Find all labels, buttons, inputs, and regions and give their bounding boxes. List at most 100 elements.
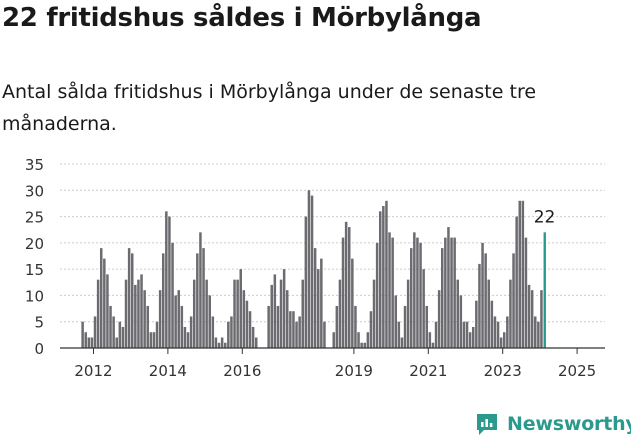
bar (493, 316, 497, 348)
bar (304, 216, 308, 348)
bar (146, 305, 149, 348)
x-tick-label: 2012 (74, 362, 112, 380)
bar (134, 284, 137, 348)
bar (109, 305, 112, 348)
bar (208, 295, 211, 348)
bar (205, 279, 208, 348)
y-tick-label: 15 (25, 261, 44, 279)
bar (338, 279, 342, 348)
bar (524, 237, 528, 348)
bar (177, 290, 180, 348)
bar (183, 326, 187, 348)
bar (332, 332, 335, 348)
bar (155, 321, 159, 348)
bar (137, 279, 140, 348)
bar (295, 321, 298, 348)
bar (335, 305, 339, 348)
y-tick-labels: 0 5 10 15 20 25 30 35 (25, 156, 44, 358)
bar (530, 290, 534, 348)
bar (372, 279, 376, 348)
bar (223, 342, 227, 348)
bar (502, 332, 506, 348)
bar (307, 190, 311, 348)
bar (220, 337, 224, 348)
bar (403, 305, 407, 348)
y-tick-label: 25 (25, 209, 44, 227)
bars (81, 190, 546, 348)
x-tick-label: 2019 (335, 362, 373, 380)
bar (512, 253, 515, 348)
bar (161, 253, 165, 348)
bar (289, 311, 292, 348)
bar (90, 337, 94, 348)
x-tick-label: 2021 (409, 362, 447, 380)
newsworthy-brand[interactable]: Newsworthy (475, 409, 631, 439)
bar (527, 284, 531, 348)
bar (540, 290, 543, 348)
bar (292, 311, 295, 348)
bar (354, 305, 357, 348)
y-tick-label: 35 (25, 156, 44, 174)
bar (285, 290, 289, 348)
x-tick-label: 2025 (558, 362, 596, 380)
x-tick-label: 2016 (223, 362, 261, 380)
bar (202, 248, 205, 348)
bar (270, 284, 273, 348)
bar (236, 279, 239, 348)
bar (121, 326, 125, 348)
bar (391, 237, 394, 348)
bar (521, 200, 525, 348)
bar (471, 326, 475, 348)
bar (351, 258, 354, 348)
bar (378, 211, 382, 348)
bar (518, 200, 521, 348)
bar (158, 290, 162, 348)
bar (87, 337, 91, 348)
bar (171, 242, 174, 348)
bar (130, 253, 134, 348)
bar (106, 274, 109, 348)
bar (397, 321, 401, 348)
bar (496, 321, 500, 348)
bar (406, 279, 410, 348)
bar (437, 290, 441, 348)
bar (313, 248, 317, 348)
bar (394, 295, 397, 348)
newsworthy-chart-logo-icon (477, 414, 497, 435)
bar (478, 263, 481, 348)
bar (481, 242, 484, 348)
bar (227, 321, 230, 348)
bar (96, 279, 100, 348)
bar (375, 242, 379, 348)
bar (360, 342, 363, 348)
bar (186, 332, 190, 348)
bar (465, 321, 469, 348)
bar (149, 332, 153, 348)
bar (400, 337, 404, 348)
bar (475, 300, 478, 348)
bar (434, 321, 438, 348)
bar (487, 279, 490, 348)
bar (385, 200, 388, 348)
bar (168, 216, 171, 348)
x-tick-label: 2023 (484, 362, 522, 380)
bar (276, 305, 280, 348)
brand-name: Newsworthy (507, 413, 631, 435)
bar (440, 248, 444, 348)
y-tick-label: 20 (25, 235, 44, 253)
y-tick-label: 10 (25, 287, 44, 305)
bar (341, 237, 345, 348)
bar (267, 305, 270, 348)
bar (388, 232, 391, 348)
bar (196, 253, 199, 348)
chart-subtitle: Antal sålda fritidshus i Mörbylånga unde… (2, 81, 537, 135)
bar (515, 216, 518, 348)
y-tick-label: 0 (34, 340, 44, 358)
bar (369, 311, 373, 348)
bar (310, 195, 314, 348)
bar (282, 269, 286, 348)
bar (506, 316, 509, 348)
bar (366, 332, 370, 348)
bar (533, 316, 537, 348)
